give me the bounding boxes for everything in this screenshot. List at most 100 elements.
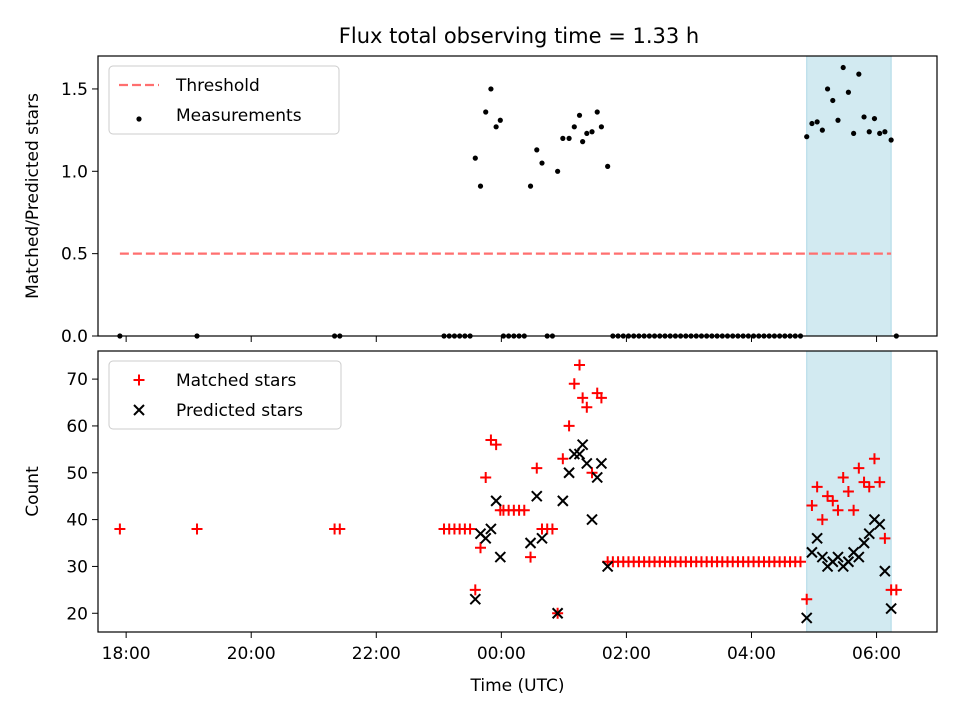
data-point [571, 124, 577, 130]
axes-frame [97, 350, 938, 633]
data-point [856, 71, 862, 77]
data-point [589, 129, 595, 135]
data-point [480, 532, 492, 545]
data-point [811, 532, 823, 545]
y-tick-label: 50 [66, 464, 88, 484]
data-point [490, 439, 502, 451]
count-plot: 20 30 40 50 60 70 18:00 20:00 22:00 00:00 02:00 04:… [23, 350, 938, 696]
data-point [863, 527, 875, 540]
y-axis-label: Count [23, 466, 43, 517]
data-point [814, 119, 820, 125]
data-point [885, 602, 897, 615]
data-point [827, 495, 839, 507]
data-point [837, 471, 849, 483]
data-point [848, 504, 860, 516]
data-point [832, 504, 844, 516]
y-tick-label: 1.5 [61, 80, 88, 100]
data-point [493, 124, 499, 130]
data-point [469, 593, 481, 605]
y-axis-label: Matched/Predicted stars [23, 93, 43, 299]
data-point [830, 97, 836, 104]
data-point [824, 86, 831, 92]
x-tick-label: 06:00 [852, 644, 901, 664]
data-point [563, 420, 575, 432]
data-point [890, 584, 902, 596]
legend-x-icon [133, 404, 145, 416]
data-point [557, 495, 569, 507]
data-point [801, 612, 813, 624]
data-point [598, 124, 605, 130]
data-point [832, 551, 844, 563]
data-point [555, 168, 561, 174]
legend-box [108, 360, 342, 430]
data-point [488, 86, 494, 92]
data-point [888, 137, 894, 143]
data-point [480, 471, 492, 483]
data-point [531, 490, 543, 502]
data-point [816, 514, 828, 526]
data-point [560, 135, 566, 141]
x-tick-label: 02:00 [602, 644, 651, 664]
data-point [472, 155, 478, 161]
data-point [605, 163, 611, 169]
data-point [485, 523, 497, 535]
data-point [842, 556, 855, 568]
data-point [574, 359, 586, 371]
series-matched-stars [114, 359, 902, 619]
data-point [816, 551, 829, 563]
data-point [811, 481, 823, 493]
y-tick-label: 20 [66, 604, 88, 624]
data-point [601, 560, 614, 573]
data-point [595, 392, 607, 404]
data-point [879, 565, 891, 577]
y-tick-label: 1.0 [61, 162, 88, 182]
data-point [874, 476, 886, 488]
data-point [191, 523, 203, 535]
data-point [822, 490, 834, 502]
legend-dot-icon [136, 116, 142, 122]
axes-frame [97, 55, 938, 337]
data-point [595, 457, 608, 470]
data-point [866, 129, 872, 135]
data-point [114, 523, 126, 535]
data-point [819, 127, 825, 133]
legend-label: Measurements [176, 106, 302, 126]
x-tick-label: 04:00 [727, 644, 776, 664]
chart-title: Flux total observing time = 1.33 h [339, 24, 699, 48]
y-tick-label: 30 [66, 557, 88, 577]
data-point [581, 401, 593, 413]
data-point [573, 448, 586, 460]
legend-label: Predicted stars [176, 401, 303, 421]
data-point [490, 495, 502, 507]
data-point [539, 160, 545, 166]
data-point [801, 593, 813, 605]
shaded-interval [806, 56, 892, 336]
y-tick-label: 40 [66, 511, 88, 531]
data-point [568, 448, 581, 460]
data-point [858, 476, 870, 488]
data-point [809, 120, 815, 127]
x-tick-label: 22:00 [352, 644, 401, 664]
data-point [873, 518, 886, 530]
data-point [576, 112, 583, 118]
data-point [557, 453, 569, 465]
data-point [835, 117, 841, 123]
ratio-plot: 0.0 0.5 1.0 1.5 Matched/Predicted stars Thres… [23, 55, 938, 347]
data-point [485, 434, 497, 446]
data-point [853, 462, 865, 474]
x-tick-label: 00:00 [477, 644, 526, 664]
y-tick-label: 0.5 [61, 245, 88, 265]
data-point [524, 537, 537, 549]
data-point [497, 117, 503, 123]
data-point [840, 64, 846, 71]
data-point [536, 532, 548, 545]
legend-label: Threshold [175, 76, 260, 96]
data-point [577, 392, 589, 404]
data-point [584, 130, 590, 137]
legend-label: Matched stars [176, 371, 296, 391]
data-point [586, 513, 598, 526]
data-point [531, 462, 543, 474]
series-predicted-stars [469, 438, 897, 624]
data-point [861, 114, 867, 120]
data-point [882, 129, 888, 135]
